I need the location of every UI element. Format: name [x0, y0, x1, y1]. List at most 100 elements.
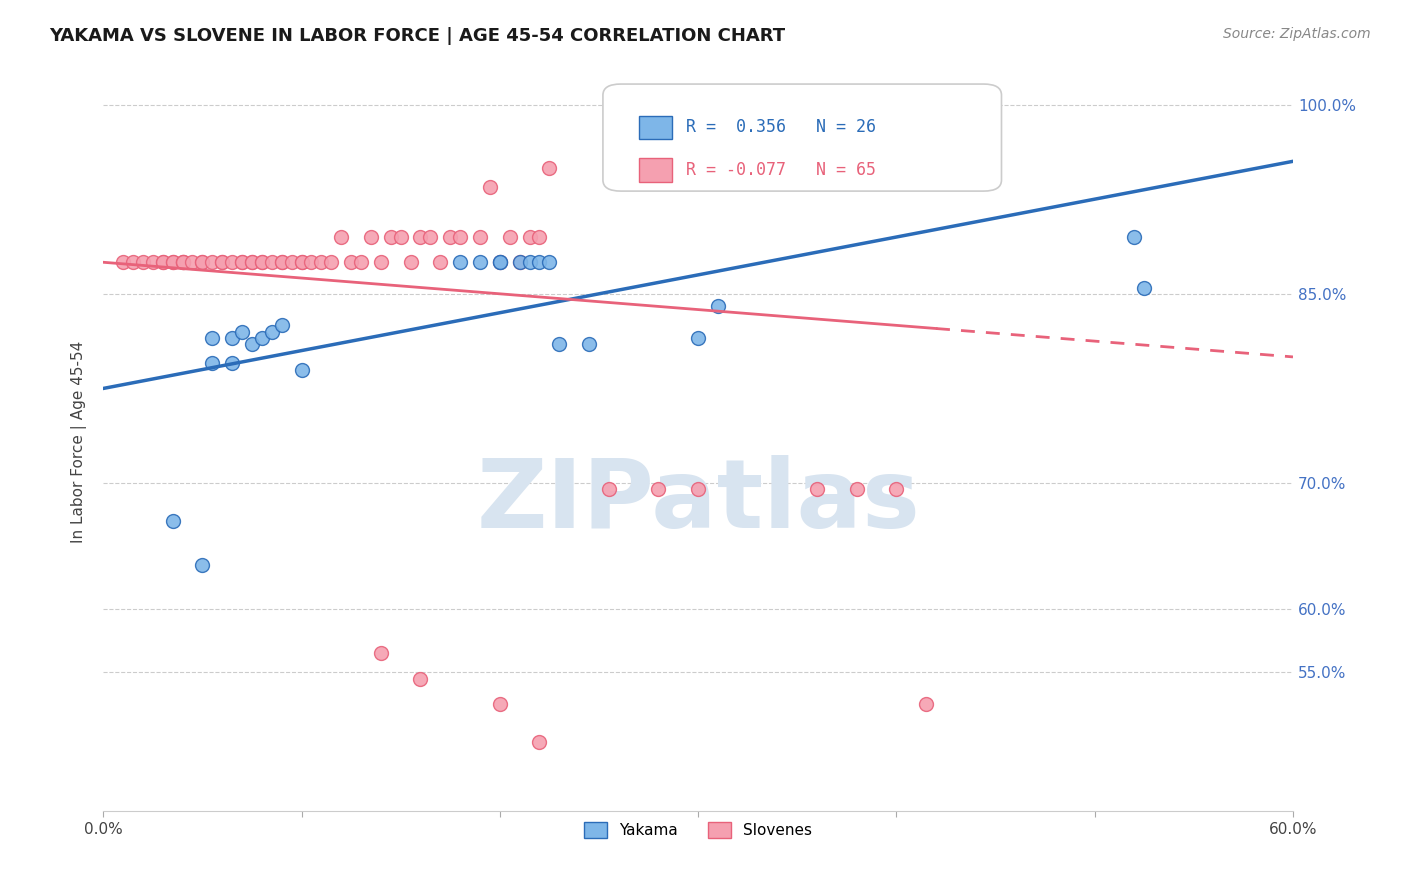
Point	[221, 331, 243, 345]
Point	[152, 255, 174, 269]
Point	[231, 325, 253, 339]
Point	[172, 255, 194, 269]
Point	[280, 255, 302, 269]
Point	[201, 356, 224, 370]
Point	[449, 230, 471, 244]
Point	[538, 255, 561, 269]
Point	[299, 255, 322, 269]
Point	[290, 362, 312, 376]
FancyBboxPatch shape	[638, 116, 672, 139]
Point	[162, 514, 184, 528]
Point	[370, 647, 392, 661]
Point	[231, 255, 253, 269]
Point	[380, 230, 402, 244]
Text: Source: ZipAtlas.com: Source: ZipAtlas.com	[1223, 27, 1371, 41]
Point	[211, 255, 233, 269]
Point	[488, 697, 510, 711]
Point	[399, 255, 422, 269]
Point	[548, 337, 571, 351]
Text: YAKAMA VS SLOVENE IN LABOR FORCE | AGE 45-54 CORRELATION CHART: YAKAMA VS SLOVENE IN LABOR FORCE | AGE 4…	[49, 27, 786, 45]
Point	[191, 558, 214, 573]
Point	[688, 483, 710, 497]
Point	[112, 255, 135, 269]
Point	[529, 255, 551, 269]
Point	[468, 255, 491, 269]
Legend: Yakama, Slovenes: Yakama, Slovenes	[578, 816, 818, 844]
Text: R = -0.077   N = 65: R = -0.077 N = 65	[686, 161, 876, 178]
Point	[290, 255, 312, 269]
Point	[221, 255, 243, 269]
Point	[439, 230, 461, 244]
Point	[389, 230, 412, 244]
Point	[162, 255, 184, 269]
Point	[509, 255, 531, 269]
Point	[488, 255, 510, 269]
Point	[191, 255, 214, 269]
Point	[409, 672, 432, 686]
Point	[647, 483, 669, 497]
Point	[260, 325, 283, 339]
Point	[240, 255, 263, 269]
Point	[250, 255, 273, 269]
Point	[806, 483, 828, 497]
Point	[488, 255, 510, 269]
FancyBboxPatch shape	[603, 84, 1001, 191]
Point	[321, 255, 343, 269]
Point	[578, 337, 600, 351]
Point	[221, 356, 243, 370]
Point	[172, 255, 194, 269]
Point	[340, 255, 363, 269]
Point	[468, 230, 491, 244]
Point	[240, 337, 263, 351]
Point	[231, 255, 253, 269]
Point	[519, 255, 541, 269]
Point	[845, 483, 868, 497]
Point	[478, 179, 501, 194]
Point	[270, 255, 292, 269]
Point	[1123, 230, 1146, 244]
Point	[429, 255, 451, 269]
Point	[162, 255, 184, 269]
Point	[311, 255, 333, 269]
Point	[250, 255, 273, 269]
Point	[707, 300, 730, 314]
FancyBboxPatch shape	[638, 158, 672, 182]
Point	[330, 230, 353, 244]
Point	[152, 255, 174, 269]
Point	[350, 255, 373, 269]
Y-axis label: In Labor Force | Age 45-54: In Labor Force | Age 45-54	[72, 341, 87, 543]
Point	[529, 735, 551, 749]
Point	[499, 230, 522, 244]
Point	[419, 230, 441, 244]
Point	[250, 331, 273, 345]
Point	[449, 255, 471, 269]
Point	[172, 255, 194, 269]
Text: ZIPatlas: ZIPatlas	[477, 455, 920, 548]
Point	[886, 483, 908, 497]
Point	[201, 255, 224, 269]
Point	[598, 483, 620, 497]
Point	[538, 161, 561, 175]
Point	[290, 255, 312, 269]
Point	[132, 255, 155, 269]
Point	[260, 255, 283, 269]
Point	[370, 255, 392, 269]
Point	[529, 230, 551, 244]
Point	[201, 331, 224, 345]
Point	[191, 255, 214, 269]
Point	[270, 255, 292, 269]
Point	[240, 255, 263, 269]
Point	[488, 255, 510, 269]
Point	[122, 255, 145, 269]
Point	[270, 318, 292, 333]
Point	[360, 230, 382, 244]
Point	[509, 255, 531, 269]
Point	[915, 697, 938, 711]
Point	[211, 255, 233, 269]
Point	[409, 230, 432, 244]
Point	[181, 255, 204, 269]
Point	[519, 230, 541, 244]
Point	[142, 255, 165, 269]
Point	[688, 331, 710, 345]
Point	[1133, 280, 1156, 294]
